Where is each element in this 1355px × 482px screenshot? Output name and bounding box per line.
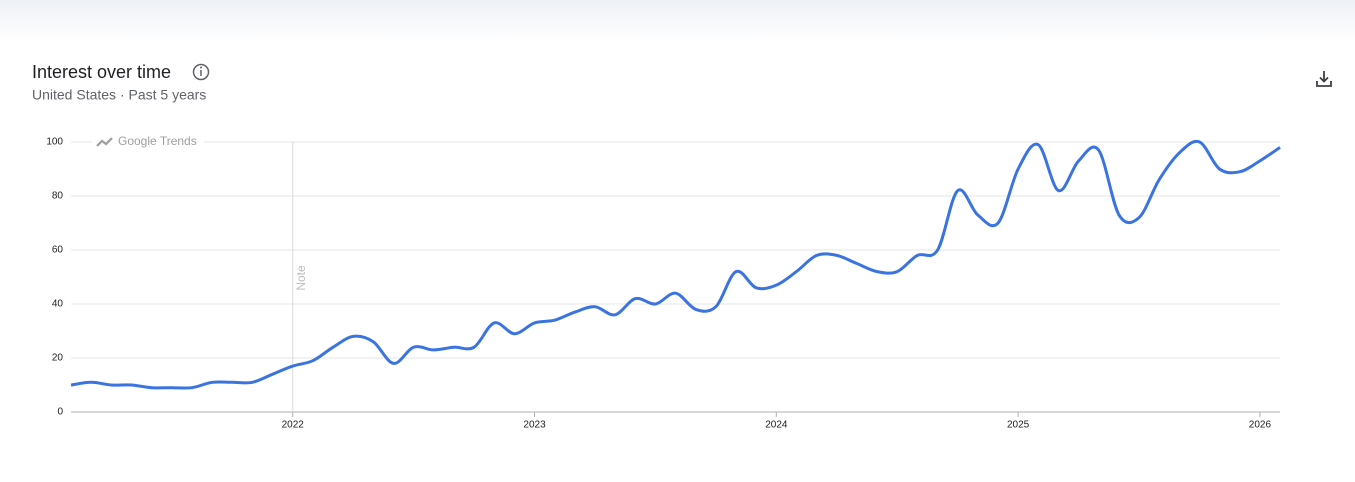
watermark-bg: [92, 134, 204, 150]
watermark: Google Trends: [118, 134, 197, 148]
download-button[interactable]: [1316, 71, 1332, 87]
y-tick-label: 100: [46, 137, 63, 148]
chart-subtitle: United States · Past 5 years: [32, 87, 206, 103]
x-tick-label: 2023: [523, 420, 546, 431]
chart-title: Interest over time: [32, 62, 171, 82]
watermark-icon: [96, 137, 113, 147]
x-tick-label: 2024: [765, 420, 788, 431]
x-tick-label: 2025: [1007, 420, 1030, 431]
x-tick-label: 2026: [1249, 420, 1272, 431]
y-tick-label: 60: [52, 245, 64, 256]
y-tick-label: 40: [52, 299, 64, 310]
top-band: [0, 0, 1355, 42]
line: [70, 139, 1281, 390]
y-tick-label: 20: [52, 353, 64, 364]
y-tick-label: 80: [52, 191, 64, 202]
y-tick-label: 0: [57, 407, 63, 418]
x-tick-label: 2022: [282, 420, 305, 431]
info-icon[interactable]: [192, 63, 210, 81]
note-label: Note: [294, 265, 308, 291]
